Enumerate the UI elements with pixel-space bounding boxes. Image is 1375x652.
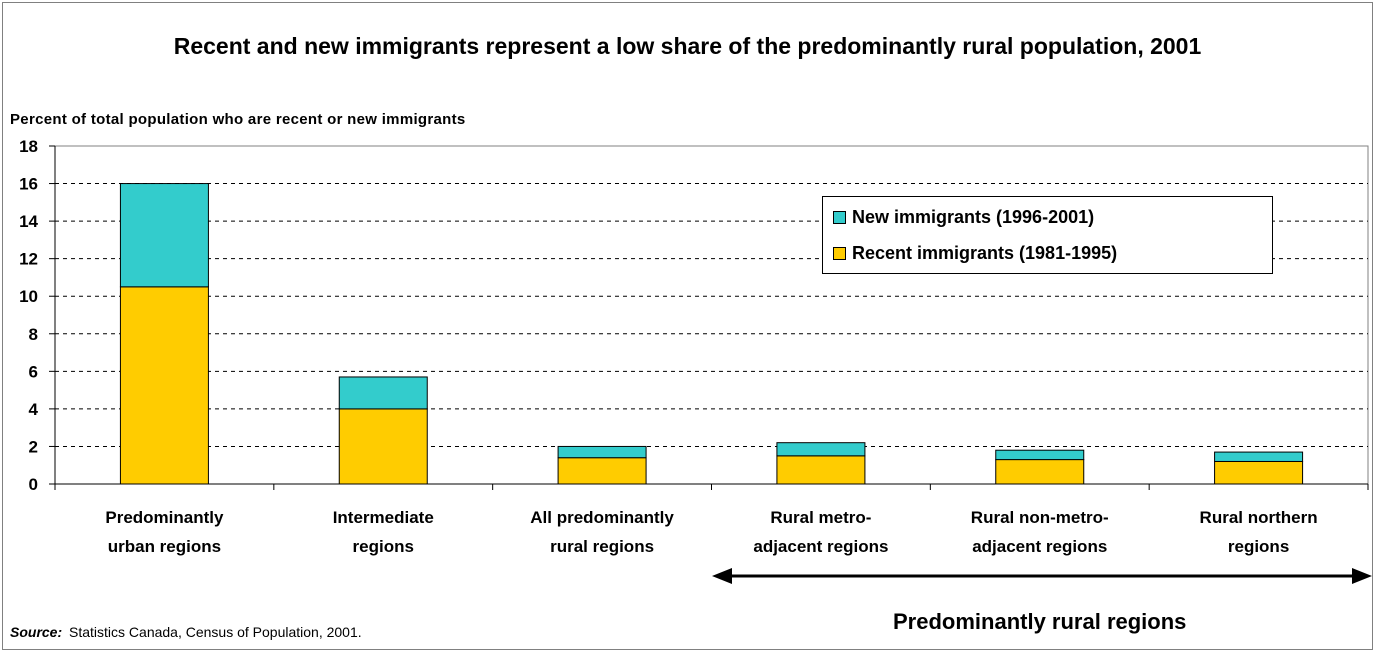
category-label: rural regions [550,537,654,556]
bar-new-immigrants [995,449,1085,461]
bar-recent-immigrants [338,408,428,485]
category-label: Rural metro- [770,508,871,527]
y-tick-label: 0 [29,475,38,494]
bar-new-immigrants [338,376,428,410]
category-label: Intermediate [333,508,434,527]
legend-label-new: New immigrants (1996-2001) [852,207,1095,227]
bar-recent-immigrants [557,457,647,485]
rural-regions-arrow [712,568,1372,584]
category-label: regions [1228,537,1289,556]
bar-new-immigrants [557,445,647,459]
arrow-head-right [1352,568,1372,584]
category-label: adjacent regions [972,537,1107,556]
y-tick-label: 6 [29,362,38,381]
bar-new-immigrants [776,442,866,457]
category-label: Predominantly [105,508,224,527]
source-label: Source: [10,624,63,640]
legend-item-recent-immigrants: Recent immigrants (1981-1995) [833,243,1117,264]
category-label: All predominantly [530,508,674,527]
bar-new-immigrants [1214,451,1304,462]
y-tick-label: 14 [19,212,38,231]
y-tick-label: 2 [29,437,38,456]
arrow-head-left [712,568,732,584]
y-tick-label: 12 [19,250,38,269]
bar-new-immigrants [119,183,209,288]
y-tick-labels: 0 2 4 6 8 10 12 14 16 18 [19,137,38,494]
group-label: Predominantly rural regions [893,609,1187,634]
legend: New immigrants (1996-2001) Recent immigr… [822,196,1273,274]
source-text: Statistics Canada, Census of Population,… [69,624,362,640]
y-axis-title: Percent of total population who are rece… [10,111,466,128]
legend-swatch-new [833,211,846,224]
grid-lines [55,183,1368,447]
y-tick-label: 4 [29,400,39,419]
y-tick-label: 10 [19,287,38,306]
legend-label-recent: Recent immigrants (1981-1995) [852,243,1118,263]
category-label: Rural northern [1200,508,1318,527]
bar-recent-immigrants [995,459,1085,485]
bar-recent-immigrants [776,455,866,485]
chart-title: Recent and new immigrants represent a lo… [173,33,1202,59]
legend-item-new-immigrants: New immigrants (1996-2001) [833,207,1094,228]
y-tick-label: 8 [29,325,38,344]
category-label: regions [353,537,414,556]
axes [49,145,1369,490]
y-tick-label: 18 [19,137,38,156]
legend-swatch-recent [833,247,846,260]
category-label: Rural non-metro- [971,508,1109,527]
source-note: Source: Statistics Canada, Census of Pop… [10,624,362,640]
category-label: urban regions [108,537,221,556]
bar-recent-immigrants [119,286,209,485]
bar-recent-immigrants [1214,460,1304,485]
category-labels: Predominantly urban regions Intermediate re… [105,508,1317,556]
y-tick-label: 16 [19,175,38,194]
category-label: adjacent regions [753,537,888,556]
